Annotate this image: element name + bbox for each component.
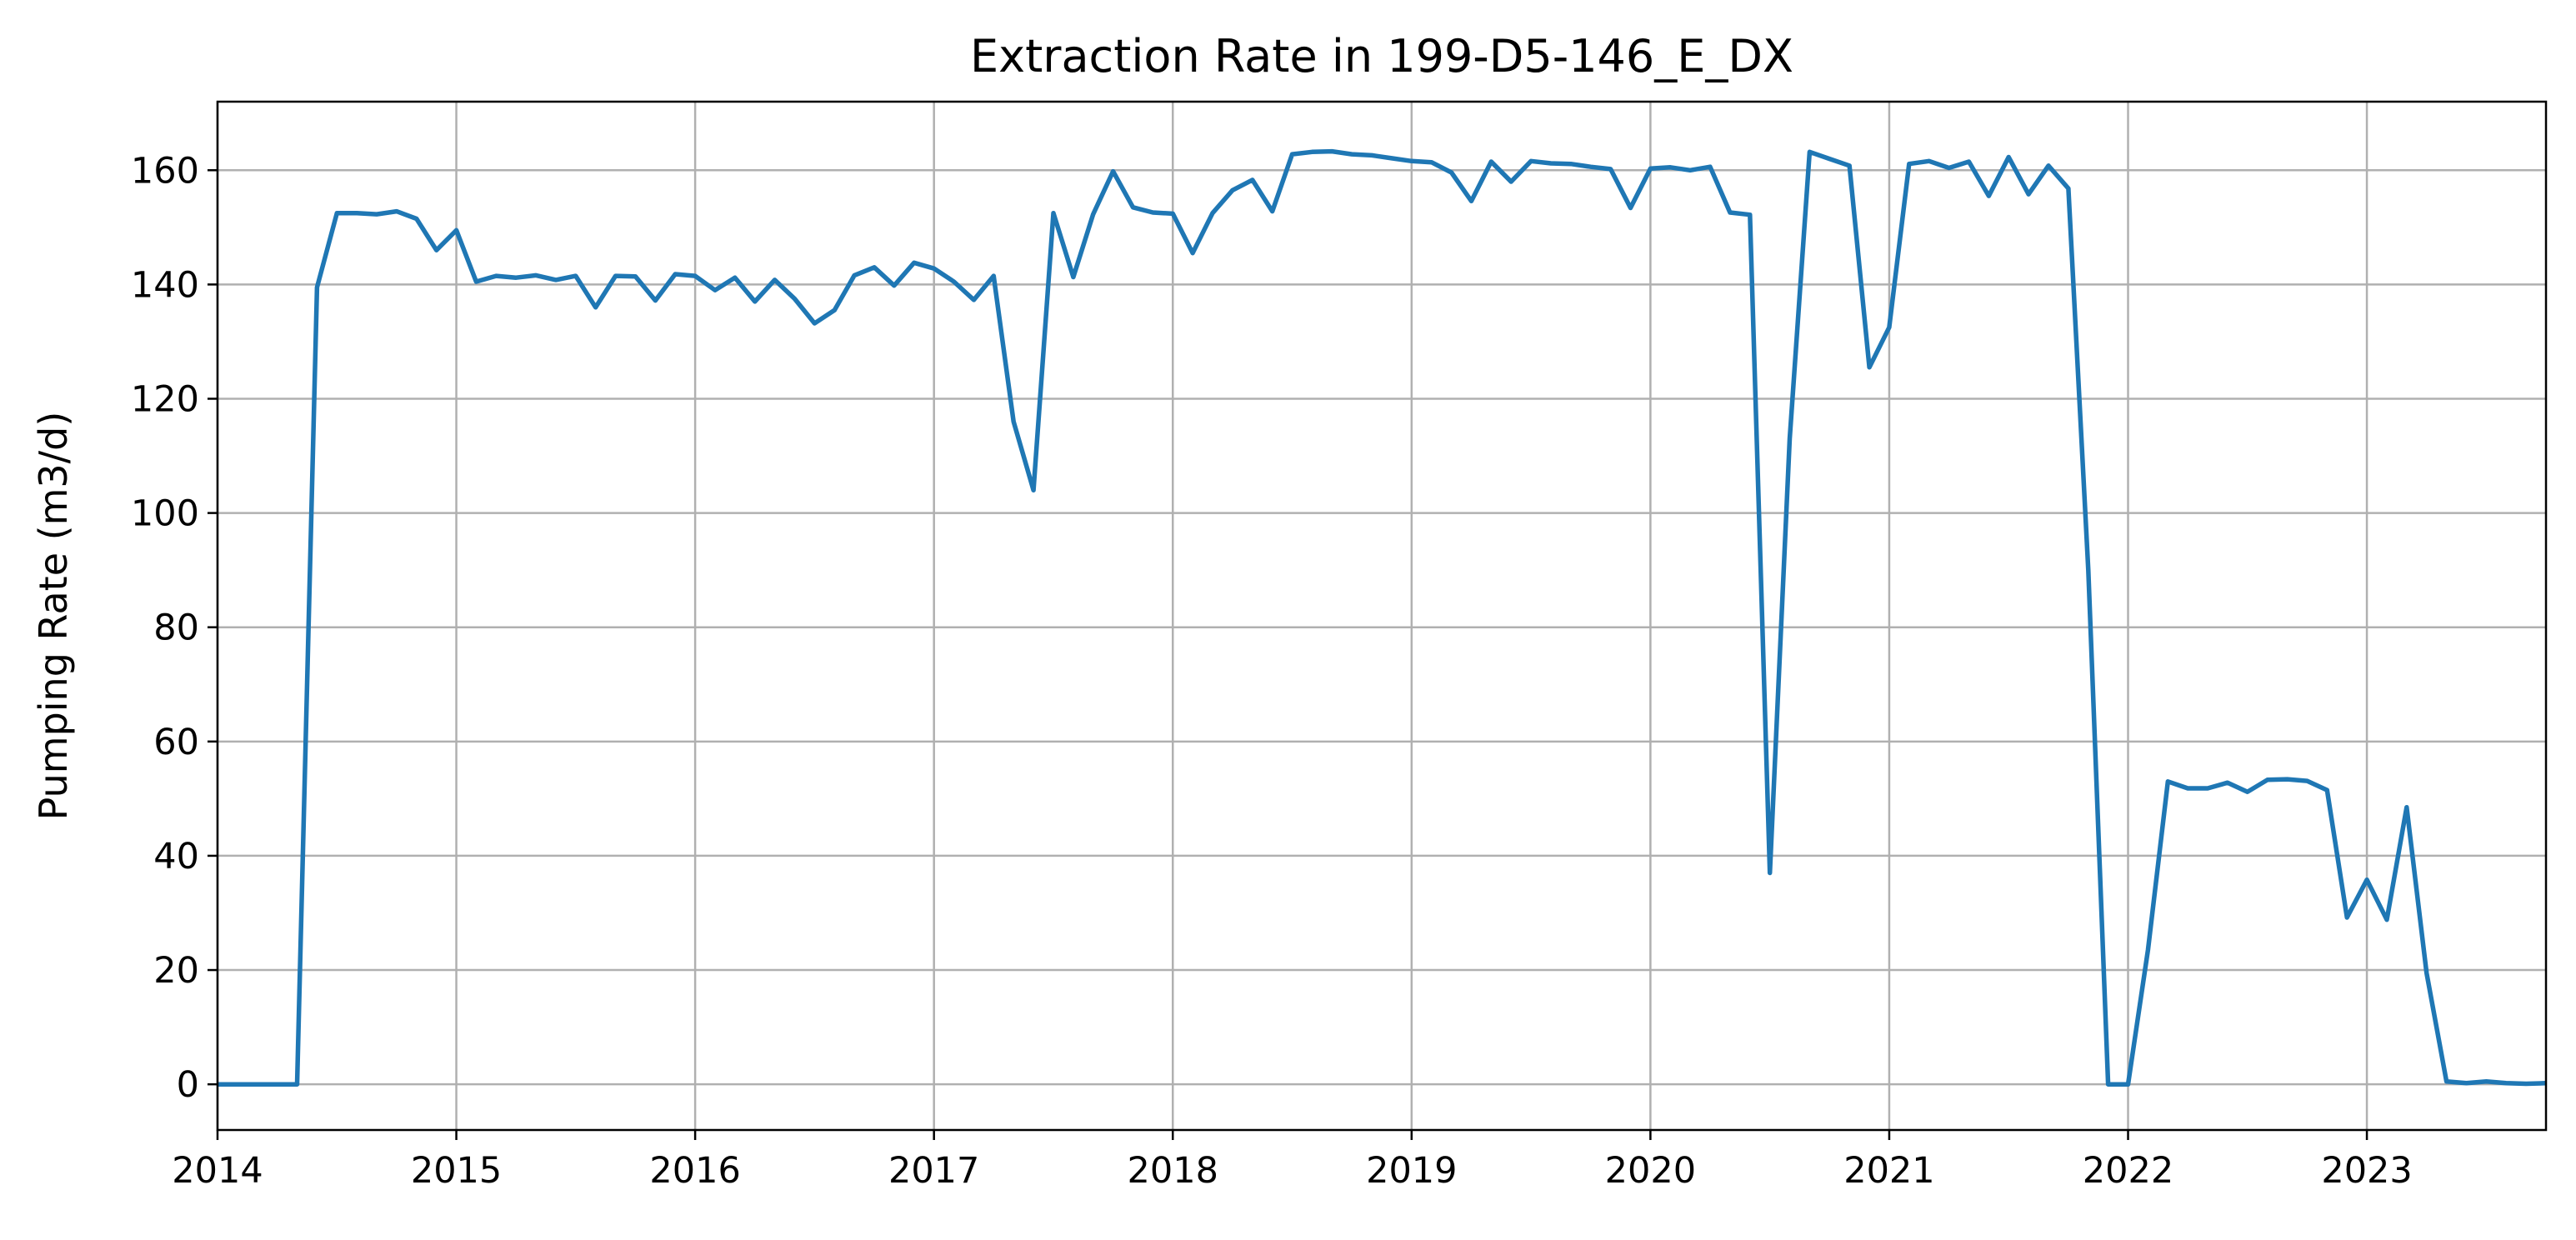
data-line-group — [218, 148, 2547, 1087]
x-tick-label: 2021 — [1843, 1150, 1934, 1192]
x-tick-label: 2019 — [1366, 1150, 1457, 1192]
x-tick-label: 2015 — [411, 1150, 502, 1192]
x-axis: 2014 2015 2016 2017 2018 2019 2020 2021 2022 2023 — [172, 1130, 2413, 1192]
x-tick-label: 2022 — [2083, 1150, 2173, 1192]
grid — [216, 102, 2546, 1130]
x-tick-label: 2016 — [649, 1150, 740, 1192]
y-tick-label: 80 — [153, 608, 199, 649]
x-tick-label: 2023 — [2321, 1150, 2412, 1192]
y-tick-label: 120 — [131, 378, 199, 420]
y-tick-label: 40 — [153, 836, 199, 878]
y-tick-label: 20 — [153, 950, 199, 992]
y-tick-label: 60 — [153, 722, 199, 763]
x-tick-label: 2018 — [1128, 1150, 1218, 1192]
y-axis: 0 20 40 60 80 100 120 140 160 — [131, 150, 218, 1106]
y-axis-label: Pumping Rate (m3/d) — [31, 412, 76, 821]
series-line — [218, 148, 2547, 1087]
x-tick-label: 2014 — [172, 1150, 263, 1192]
plot-frame — [216, 100, 2548, 1132]
y-tick-label: 0 — [177, 1064, 199, 1106]
y-tick-label: 140 — [131, 264, 199, 306]
x-tick-label: 2017 — [888, 1150, 979, 1192]
chart-title: Extraction Rate in 199-D5-146_E_DX — [970, 30, 1793, 82]
y-tick-label: 100 — [131, 493, 199, 535]
y-tick-label: 160 — [131, 150, 199, 192]
x-tick-label: 2020 — [1605, 1150, 1696, 1192]
